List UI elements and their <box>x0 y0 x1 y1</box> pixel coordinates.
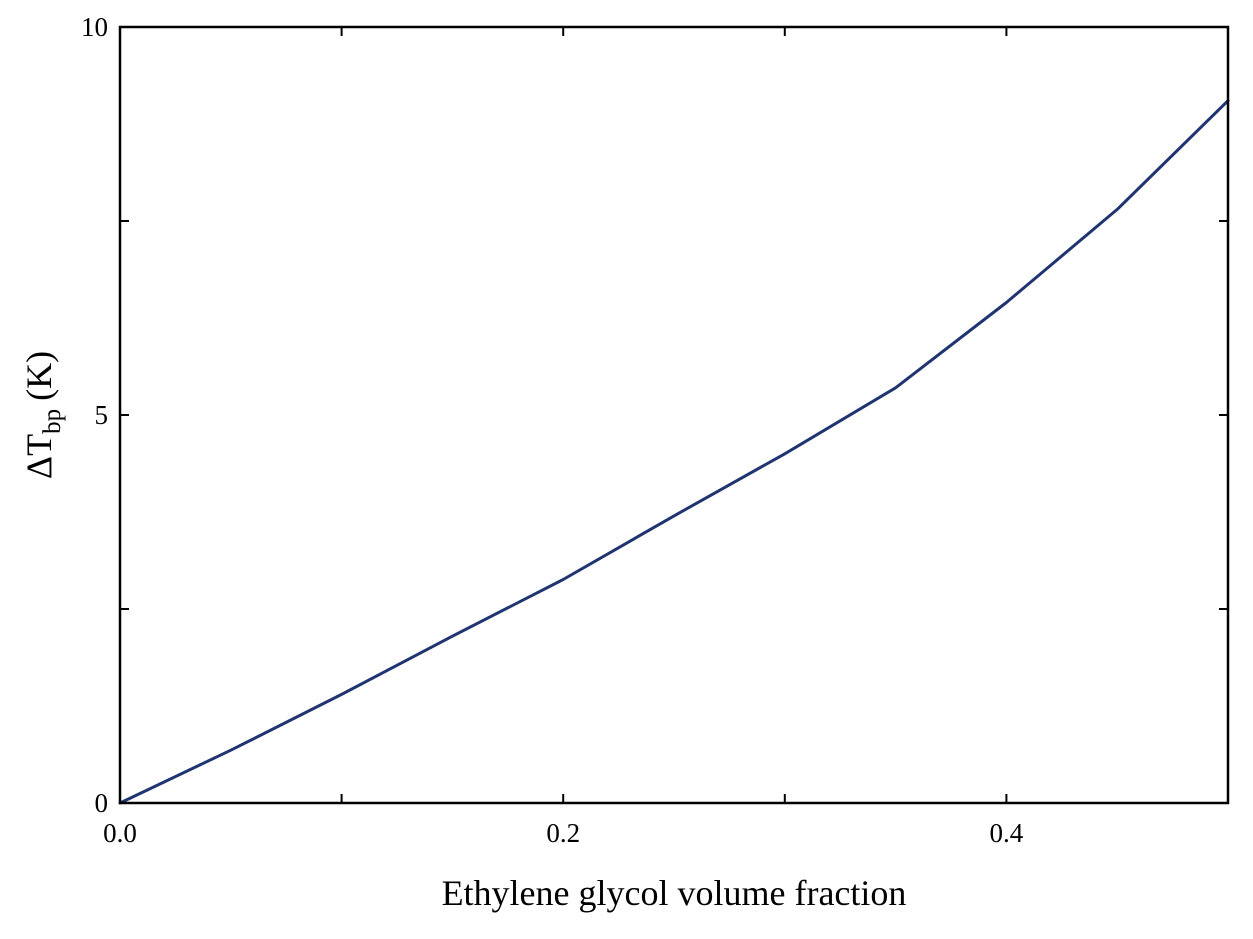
x-tick-label: 0.4 <box>990 818 1024 848</box>
y-tick-labels: 0 5 10 <box>81 12 108 818</box>
series-line <box>118 99 1230 805</box>
y-axis-unit: (K) <box>19 351 59 401</box>
plot-frame <box>118 25 1230 805</box>
y-tick-label: 10 <box>81 12 108 42</box>
y-axis-symbol: ΔT <box>19 434 59 479</box>
y-tick-label: 5 <box>95 400 109 430</box>
x-tick-label: 0.0 <box>103 818 137 848</box>
x-axis-ticks <box>119 27 1229 803</box>
y-tick-label: 0 <box>95 788 109 818</box>
y-axis-title: ΔTbp (K) <box>19 351 66 479</box>
x-axis-title: Ethylene glycol volume fraction <box>442 873 907 913</box>
y-axis-ticks <box>120 26 1228 804</box>
y-axis-subscript: bp <box>39 409 66 434</box>
series-layer <box>118 99 1230 805</box>
x-tick-label: 0.2 <box>546 818 580 848</box>
x-tick-labels: 0.0 0.2 0.4 <box>103 818 1024 848</box>
